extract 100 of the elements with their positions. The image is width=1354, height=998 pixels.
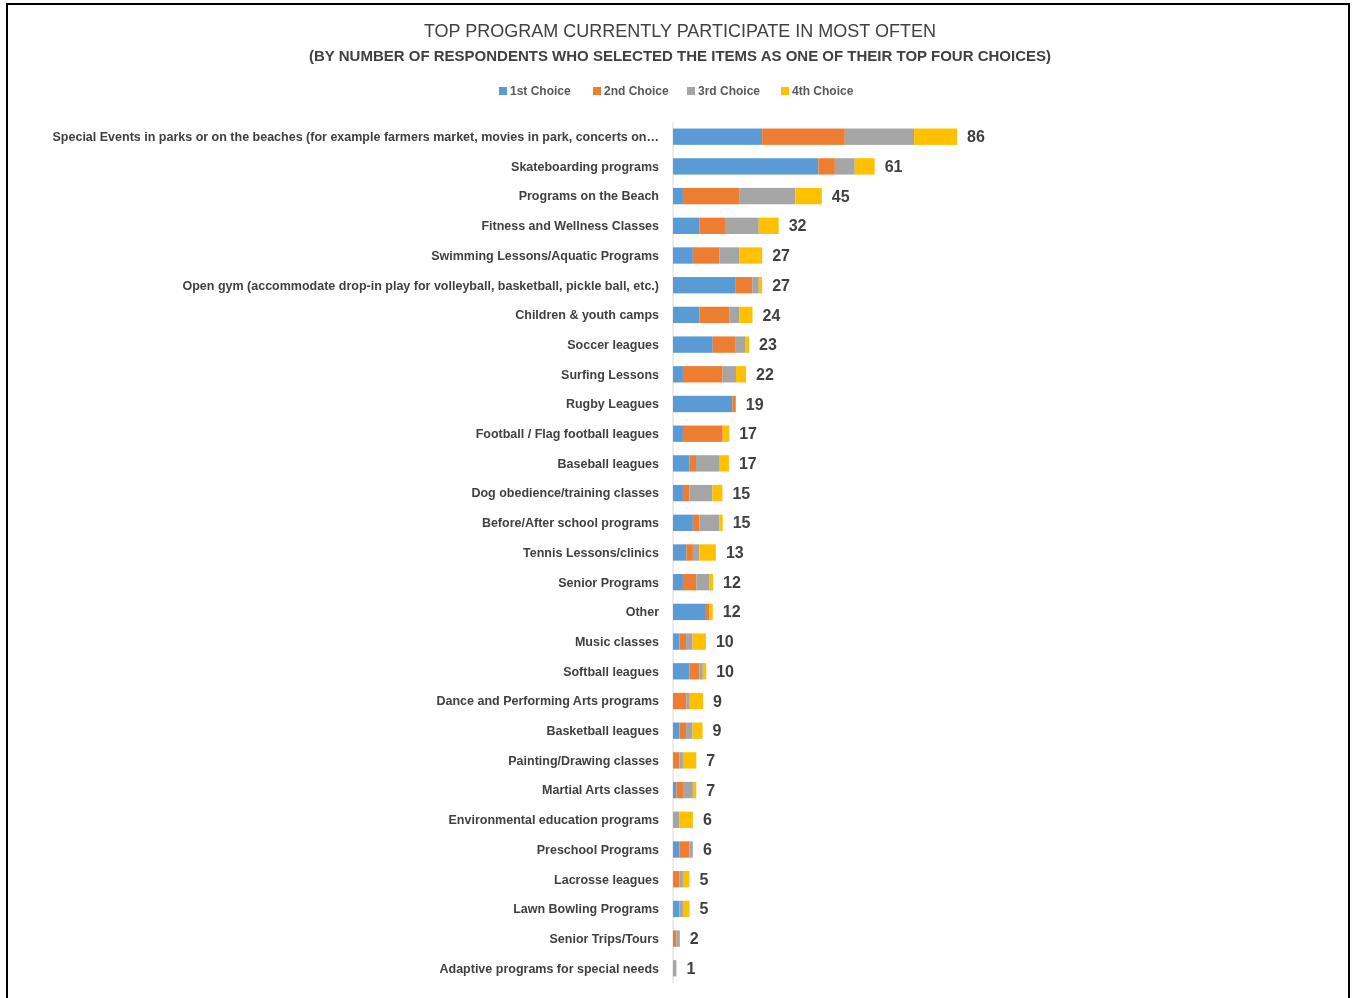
y-tick-label: Preschool Programs [536,842,660,857]
y-tick-label: Adaptive programs for special needs [439,961,660,976]
annotation: 24 [762,306,781,324]
bar [692,633,706,650]
y-tick-label: Tennis Lessons/clinics [523,545,660,560]
bar [739,306,753,324]
bar [795,187,822,205]
bar [673,425,683,442]
annotation: 6 [702,841,712,859]
bar [673,692,687,710]
annotation: 22 [755,365,774,383]
bar [854,158,875,175]
bar [818,158,835,175]
bar [673,158,819,175]
annotation: 15 [732,484,751,502]
y-tick-label: Surfing Lessons [561,367,660,382]
bar [679,722,687,739]
bar [682,781,693,799]
bar [673,306,700,324]
bar [689,663,700,680]
bar [682,871,690,888]
y-tick-label: Music classes [574,634,660,649]
bar [673,336,713,353]
bar [735,336,746,353]
bar [762,128,845,145]
bar [692,544,700,561]
bar [689,455,696,472]
legend-label: 1st Choice [510,84,572,99]
y-tick-label: Programs on the Beach [518,189,659,204]
chart-title: TOP PROGRAM CURRENTLY PARTICIPATE IN MOST OFTEN [423,21,937,42]
annotation: 12 [722,603,741,621]
bar [712,484,723,502]
y-tick-label: Fitness and Wellness Classes [481,219,660,234]
legend-label: 2nd Choice [604,84,669,99]
annotation: 9 [712,722,722,740]
y-tick-label: Painting/Drawing classes [508,753,660,768]
bar [739,247,763,264]
bar [679,752,683,769]
bar [712,336,736,353]
annotation: 12 [723,573,741,591]
y-tick-label: Rugby Leagues [565,397,660,412]
chart-subtitle: (BY NUMBER OF RESPONDENTS WHO SELECTED THE ITEMS AS ONE OF THEIR TOP FOUR CHOICES) [309,47,1051,65]
bar [722,366,737,383]
bar [686,544,693,561]
annotation: 10 [715,633,734,651]
bar [732,395,736,413]
bar [692,722,703,739]
y-tick-label: Football / Flag football leagues [475,427,660,442]
annotation: 6 [702,811,712,829]
legend-label: 4th Choice [792,84,854,99]
y-tick-label: Lawn Bowling Programs [513,902,660,917]
y-tick-label: Environmental education programs [448,813,660,828]
bar [696,455,720,472]
bar [696,574,710,591]
bar [676,781,683,799]
annotation: 1 [686,959,696,977]
bar [673,841,680,858]
bar [673,455,690,472]
bar [682,484,690,502]
bar [689,841,693,858]
text: 86 [967,128,985,146]
annotation: 5 [699,900,709,918]
bar [686,722,693,739]
bar [673,752,680,769]
y-tick-label: Softball leagues [563,664,660,679]
bar [673,633,680,650]
bar [739,187,796,205]
bar [673,514,693,531]
y-tick-label: Lacrosse leagues [554,872,660,887]
bar [682,574,697,591]
bar [692,247,720,264]
y-tick-label: Senior Programs [558,575,660,590]
y-tick-label: Children & youth camps [515,308,660,323]
y-tick-label: Special Events in parks or on the beaches (for example farmers market, movies in park, concerts on… [52,130,659,145]
bar [719,514,723,531]
annotation: 2 [689,930,699,948]
bar [673,811,680,828]
legend-label: 3rd Choice [698,84,761,99]
y-tick-label: Baseball leagues [557,456,660,471]
annotation: 27 [772,247,791,265]
bar [844,128,915,145]
bar [673,603,706,621]
bar [673,663,690,680]
bar [673,574,683,591]
annotation: 17 [738,455,757,472]
bar [699,306,730,324]
bar [735,277,753,294]
y-tick-label: Senior Trips/Tours [549,931,660,946]
bar [699,663,703,680]
bar [719,455,729,472]
annotation: 7 [706,781,716,799]
bar [673,187,683,205]
bar [745,336,750,353]
bar [689,484,713,502]
bar [752,277,759,294]
bar [682,900,690,918]
bar [692,514,700,531]
annotation: 9 [713,692,723,710]
annotation: 61 [884,158,903,175]
bar [673,544,687,561]
